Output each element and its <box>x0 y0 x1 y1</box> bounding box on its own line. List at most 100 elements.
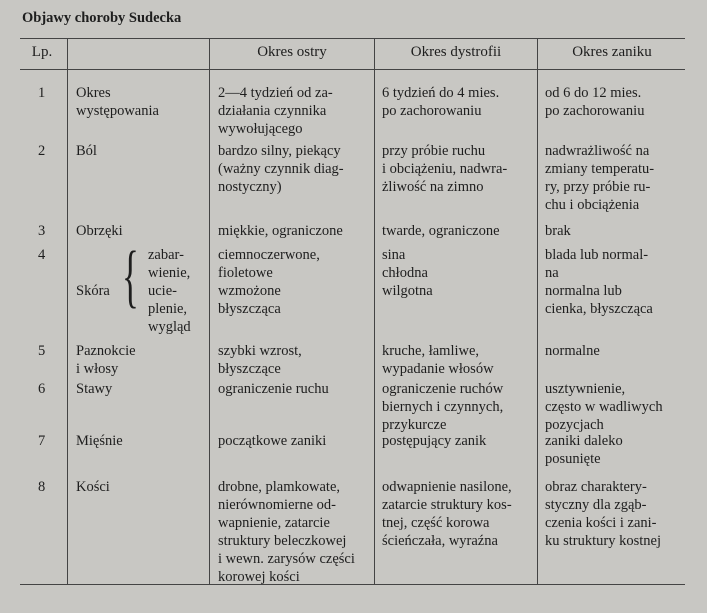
cell-zaniku: nadwrażliwość na zmiany temperatu-ry, prz… <box>545 142 654 214</box>
cell-line: błyszcząca <box>218 301 281 317</box>
cell-line: żliwość na zimno <box>382 179 484 195</box>
cell-line: działania czynnika <box>218 103 327 119</box>
cell-line: ry, przy próbie ru- <box>545 179 651 195</box>
cell-line: Skóra <box>76 283 110 299</box>
cell-line: normalne <box>545 343 600 359</box>
row-number: 6 <box>38 381 46 397</box>
row-sublabels: zabar-wienie, ucie-plenie, wygląd <box>148 246 191 336</box>
column-divider <box>374 38 375 585</box>
row-label: Ból <box>76 142 97 160</box>
cell-ostry: ciemnoczerwone, fioletowe wzmożone błyszczą… <box>218 246 320 318</box>
cell-line: nostyczny) <box>218 179 282 195</box>
cell-line: styczny dla zgąb- <box>545 497 647 513</box>
cell-line: miękkie, ograniczone <box>218 223 343 239</box>
cell-line: nierównomierne od- <box>218 497 336 513</box>
cell-line: plenie, <box>148 301 188 317</box>
cell-zaniku: zaniki daleko posunięte <box>545 432 623 468</box>
cell-line: postępujący zanik <box>382 433 487 449</box>
cell-line: fioletowe <box>218 265 273 281</box>
row-number: 8 <box>38 479 46 495</box>
cell-line: zabar- <box>148 247 184 263</box>
cell-line: przy próbie ruchu <box>382 143 486 159</box>
cell-line: struktury beleczkowej <box>218 533 347 549</box>
row-label: Paznokcie i włosy <box>76 342 136 378</box>
cell-line: po zachorowaniu <box>545 103 645 119</box>
cell-line: ciemnoczerwone, <box>218 247 320 263</box>
cell-line: po zachorowaniu <box>382 103 482 119</box>
cell-dystrofii: kruche, łamliwe, wypadanie włosów <box>382 342 494 378</box>
cell-line: kruche, łamliwe, <box>382 343 480 359</box>
cell-line: ucie- <box>148 283 177 299</box>
cell-line: błyszczące <box>218 361 281 377</box>
cell-line: (ważny czynnik diag- <box>218 161 344 177</box>
cell-line: nadwrażliwość na <box>545 143 650 159</box>
table-rule-bottom <box>20 584 685 585</box>
header-zaniku: Okres zaniku <box>572 44 652 60</box>
table-rule-header <box>20 69 685 70</box>
row-number: 2 <box>38 143 46 159</box>
cell-line: wzmożone <box>218 283 281 299</box>
cell-zaniku: blada lub normal-na normalna lub cienka, b… <box>545 246 653 318</box>
cell-dystrofii: przy próbie ruchu i obciążeniu, nadwra-żl… <box>382 142 507 196</box>
cell-line: zatarcie struktury kos- <box>382 497 512 513</box>
cell-zaniku: usztywnienie, często w wadliwych pozycjach <box>545 380 663 434</box>
cell-line: Paznokcie <box>76 343 136 359</box>
cell-zaniku: brak <box>545 222 571 240</box>
cell-line: posunięte <box>545 451 601 467</box>
cell-line: Obrzęki <box>76 223 123 239</box>
cell-line: od 6 do 12 mies. <box>545 85 642 101</box>
cell-line: często w wadliwych <box>545 399 663 415</box>
cell-ostry: drobne, plamkowate, nierównomierne od-wap… <box>218 478 355 586</box>
cell-line: tnej, część korowa <box>382 515 490 531</box>
cell-line: i wewn. zarysów części <box>218 551 355 567</box>
cell-ostry: bardzo silny, piekący (ważny czynnik diag… <box>218 142 344 196</box>
cell-line: biernych i czynnych, <box>382 399 504 415</box>
cell-line: wilgotna <box>382 283 433 299</box>
brace-icon: { <box>122 238 139 315</box>
column-divider <box>537 38 538 585</box>
cell-line: blada lub normal- <box>545 247 649 263</box>
row-number: 7 <box>38 433 46 449</box>
cell-zaniku: obraz charaktery-styczny dla zgąb-czenia… <box>545 478 661 550</box>
row-label: Stawy <box>76 380 112 398</box>
cell-line: chu i obciążenia <box>545 197 640 213</box>
cell-line: na <box>545 265 559 281</box>
cell-line: 2—4 tydzień od za- <box>218 85 333 101</box>
row-number: 5 <box>38 343 46 359</box>
cell-line: obraz charaktery- <box>545 479 647 495</box>
cell-line: 6 tydzień do 4 mies. <box>382 85 500 101</box>
row-number: 4 <box>38 247 46 263</box>
cell-line: zmiany temperatu- <box>545 161 655 177</box>
header-dystrofii: Okres dystrofii <box>410 44 502 60</box>
cell-line: początkowe zaniki <box>218 433 327 449</box>
cell-ostry: początkowe zaniki <box>218 432 326 450</box>
cell-line: brak <box>545 223 571 239</box>
column-divider <box>209 38 210 585</box>
row-number: 3 <box>38 223 46 239</box>
cell-line: wygląd <box>148 319 191 335</box>
cell-dystrofii: postępujący zanik <box>382 432 486 450</box>
cell-line: Okres <box>76 85 111 101</box>
cell-line: Ból <box>76 143 97 159</box>
cell-ostry: szybki wzrost, błyszczące <box>218 342 302 378</box>
cell-ostry: ograniczenie ruchu <box>218 380 329 398</box>
cell-line: ku struktury kostnej <box>545 533 661 549</box>
cell-line: chłodna <box>382 265 428 281</box>
row-label: Mięśnie <box>76 432 123 450</box>
cell-line: odwapnienie nasilone, <box>382 479 512 495</box>
cell-line: Mięśnie <box>76 433 123 449</box>
cell-ostry: miękkie, ograniczone <box>218 222 343 240</box>
row-label: Skóra <box>76 282 110 300</box>
cell-line: drobne, plamkowate, <box>218 479 341 495</box>
cell-line: wywołującego <box>218 121 303 137</box>
cell-zaniku: normalne <box>545 342 600 360</box>
cell-line: szybki wzrost, <box>218 343 302 359</box>
cell-dystrofii: ograniczenie ruchów biernych i czynnych, p… <box>382 380 503 434</box>
cell-line: i obciążeniu, nadwra- <box>382 161 508 177</box>
cell-line: wypadanie włosów <box>382 361 494 377</box>
cell-line: ścieńczała, wyraźna <box>382 533 498 549</box>
row-label: Kości <box>76 478 110 496</box>
header-ostry: Okres ostry <box>257 44 327 60</box>
cell-line: zaniki daleko <box>545 433 623 449</box>
cell-line: przykurcze <box>382 417 447 433</box>
